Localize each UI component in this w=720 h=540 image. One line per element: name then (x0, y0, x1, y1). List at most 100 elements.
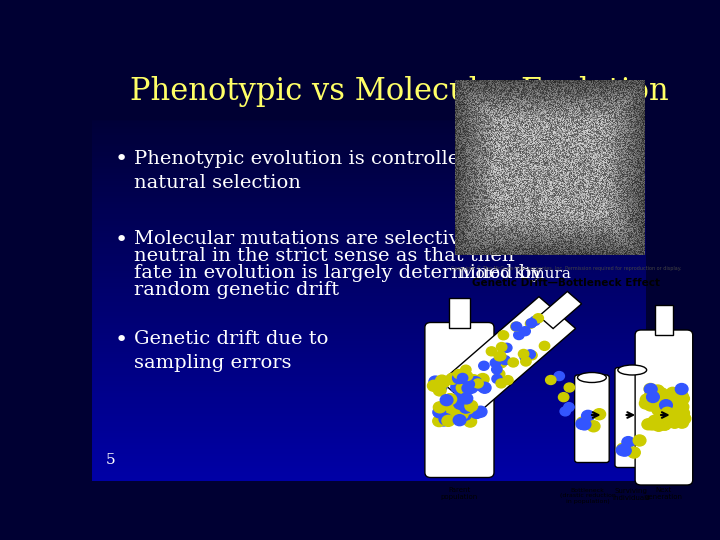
Bar (92, 416, 647, 418)
Bar (92, 476, 647, 478)
Circle shape (659, 419, 671, 430)
Circle shape (503, 376, 513, 384)
Circle shape (494, 352, 505, 361)
Bar (92, 429, 647, 431)
Bar (92, 412, 647, 414)
Circle shape (492, 365, 502, 374)
Circle shape (474, 406, 487, 417)
Bar (92, 71, 647, 73)
Circle shape (673, 390, 686, 401)
Bar (92, 227, 647, 229)
Bar (92, 446, 647, 447)
Bar (92, 310, 647, 312)
Circle shape (666, 395, 678, 406)
Bar (92, 217, 647, 219)
Circle shape (494, 375, 504, 383)
Circle shape (434, 404, 447, 415)
Bar (92, 300, 647, 302)
Circle shape (666, 411, 679, 422)
Circle shape (640, 394, 653, 405)
Bar (92, 462, 647, 464)
Bar (92, 352, 647, 354)
Circle shape (578, 419, 591, 430)
Circle shape (644, 384, 657, 395)
Circle shape (442, 415, 454, 427)
Bar (92, 460, 647, 462)
Circle shape (511, 322, 522, 331)
Bar (92, 406, 647, 408)
Bar (92, 168, 647, 171)
Bar (92, 321, 647, 322)
Circle shape (465, 401, 477, 411)
Bar (92, 349, 647, 352)
Circle shape (618, 445, 631, 456)
Circle shape (665, 407, 677, 418)
Bar (92, 383, 647, 385)
Circle shape (490, 359, 500, 367)
Bar (92, 362, 647, 364)
Circle shape (560, 407, 570, 416)
Circle shape (576, 418, 589, 429)
Bar (92, 79, 647, 82)
Bar (92, 472, 647, 474)
Text: •: • (115, 150, 128, 170)
Circle shape (658, 400, 671, 410)
Bar (92, 208, 647, 211)
Bar (92, 202, 647, 204)
Circle shape (646, 419, 659, 430)
Bar (92, 377, 647, 379)
Circle shape (521, 357, 531, 366)
Bar (92, 198, 647, 200)
Circle shape (642, 418, 654, 430)
Circle shape (675, 390, 688, 401)
Circle shape (477, 374, 489, 384)
Circle shape (454, 398, 467, 409)
Bar (92, 341, 647, 343)
Bar (92, 204, 647, 206)
Circle shape (520, 327, 531, 336)
Bar (92, 277, 647, 279)
FancyBboxPatch shape (635, 330, 693, 485)
Circle shape (660, 411, 672, 422)
Bar (92, 239, 647, 241)
Bar (92, 165, 647, 167)
Bar (92, 346, 647, 348)
Bar (92, 90, 647, 92)
Bar (92, 187, 647, 190)
Bar (92, 437, 647, 439)
Circle shape (437, 377, 449, 388)
Bar (92, 65, 647, 119)
Circle shape (461, 365, 471, 374)
Circle shape (660, 400, 672, 411)
Circle shape (429, 376, 441, 387)
Circle shape (533, 314, 544, 323)
Circle shape (447, 405, 460, 416)
Circle shape (456, 409, 468, 420)
Bar (92, 449, 647, 451)
Bar (92, 265, 647, 266)
Bar (92, 96, 647, 98)
Circle shape (495, 352, 506, 361)
Circle shape (458, 375, 471, 387)
Circle shape (428, 380, 440, 392)
Bar (92, 194, 647, 196)
Bar (92, 75, 647, 77)
Bar (92, 379, 647, 381)
Bar (92, 167, 647, 168)
Circle shape (457, 374, 468, 382)
Bar (92, 308, 647, 310)
Bar (92, 192, 647, 194)
Bar (92, 233, 647, 235)
Polygon shape (441, 296, 575, 413)
Bar (92, 246, 647, 248)
Bar (92, 381, 647, 383)
Bar (92, 354, 647, 356)
Bar (92, 238, 647, 239)
Circle shape (496, 359, 507, 368)
Bar (92, 136, 647, 138)
Circle shape (675, 394, 688, 406)
Circle shape (446, 412, 459, 423)
Bar (92, 114, 647, 117)
Bar (92, 185, 647, 187)
Circle shape (564, 403, 574, 411)
